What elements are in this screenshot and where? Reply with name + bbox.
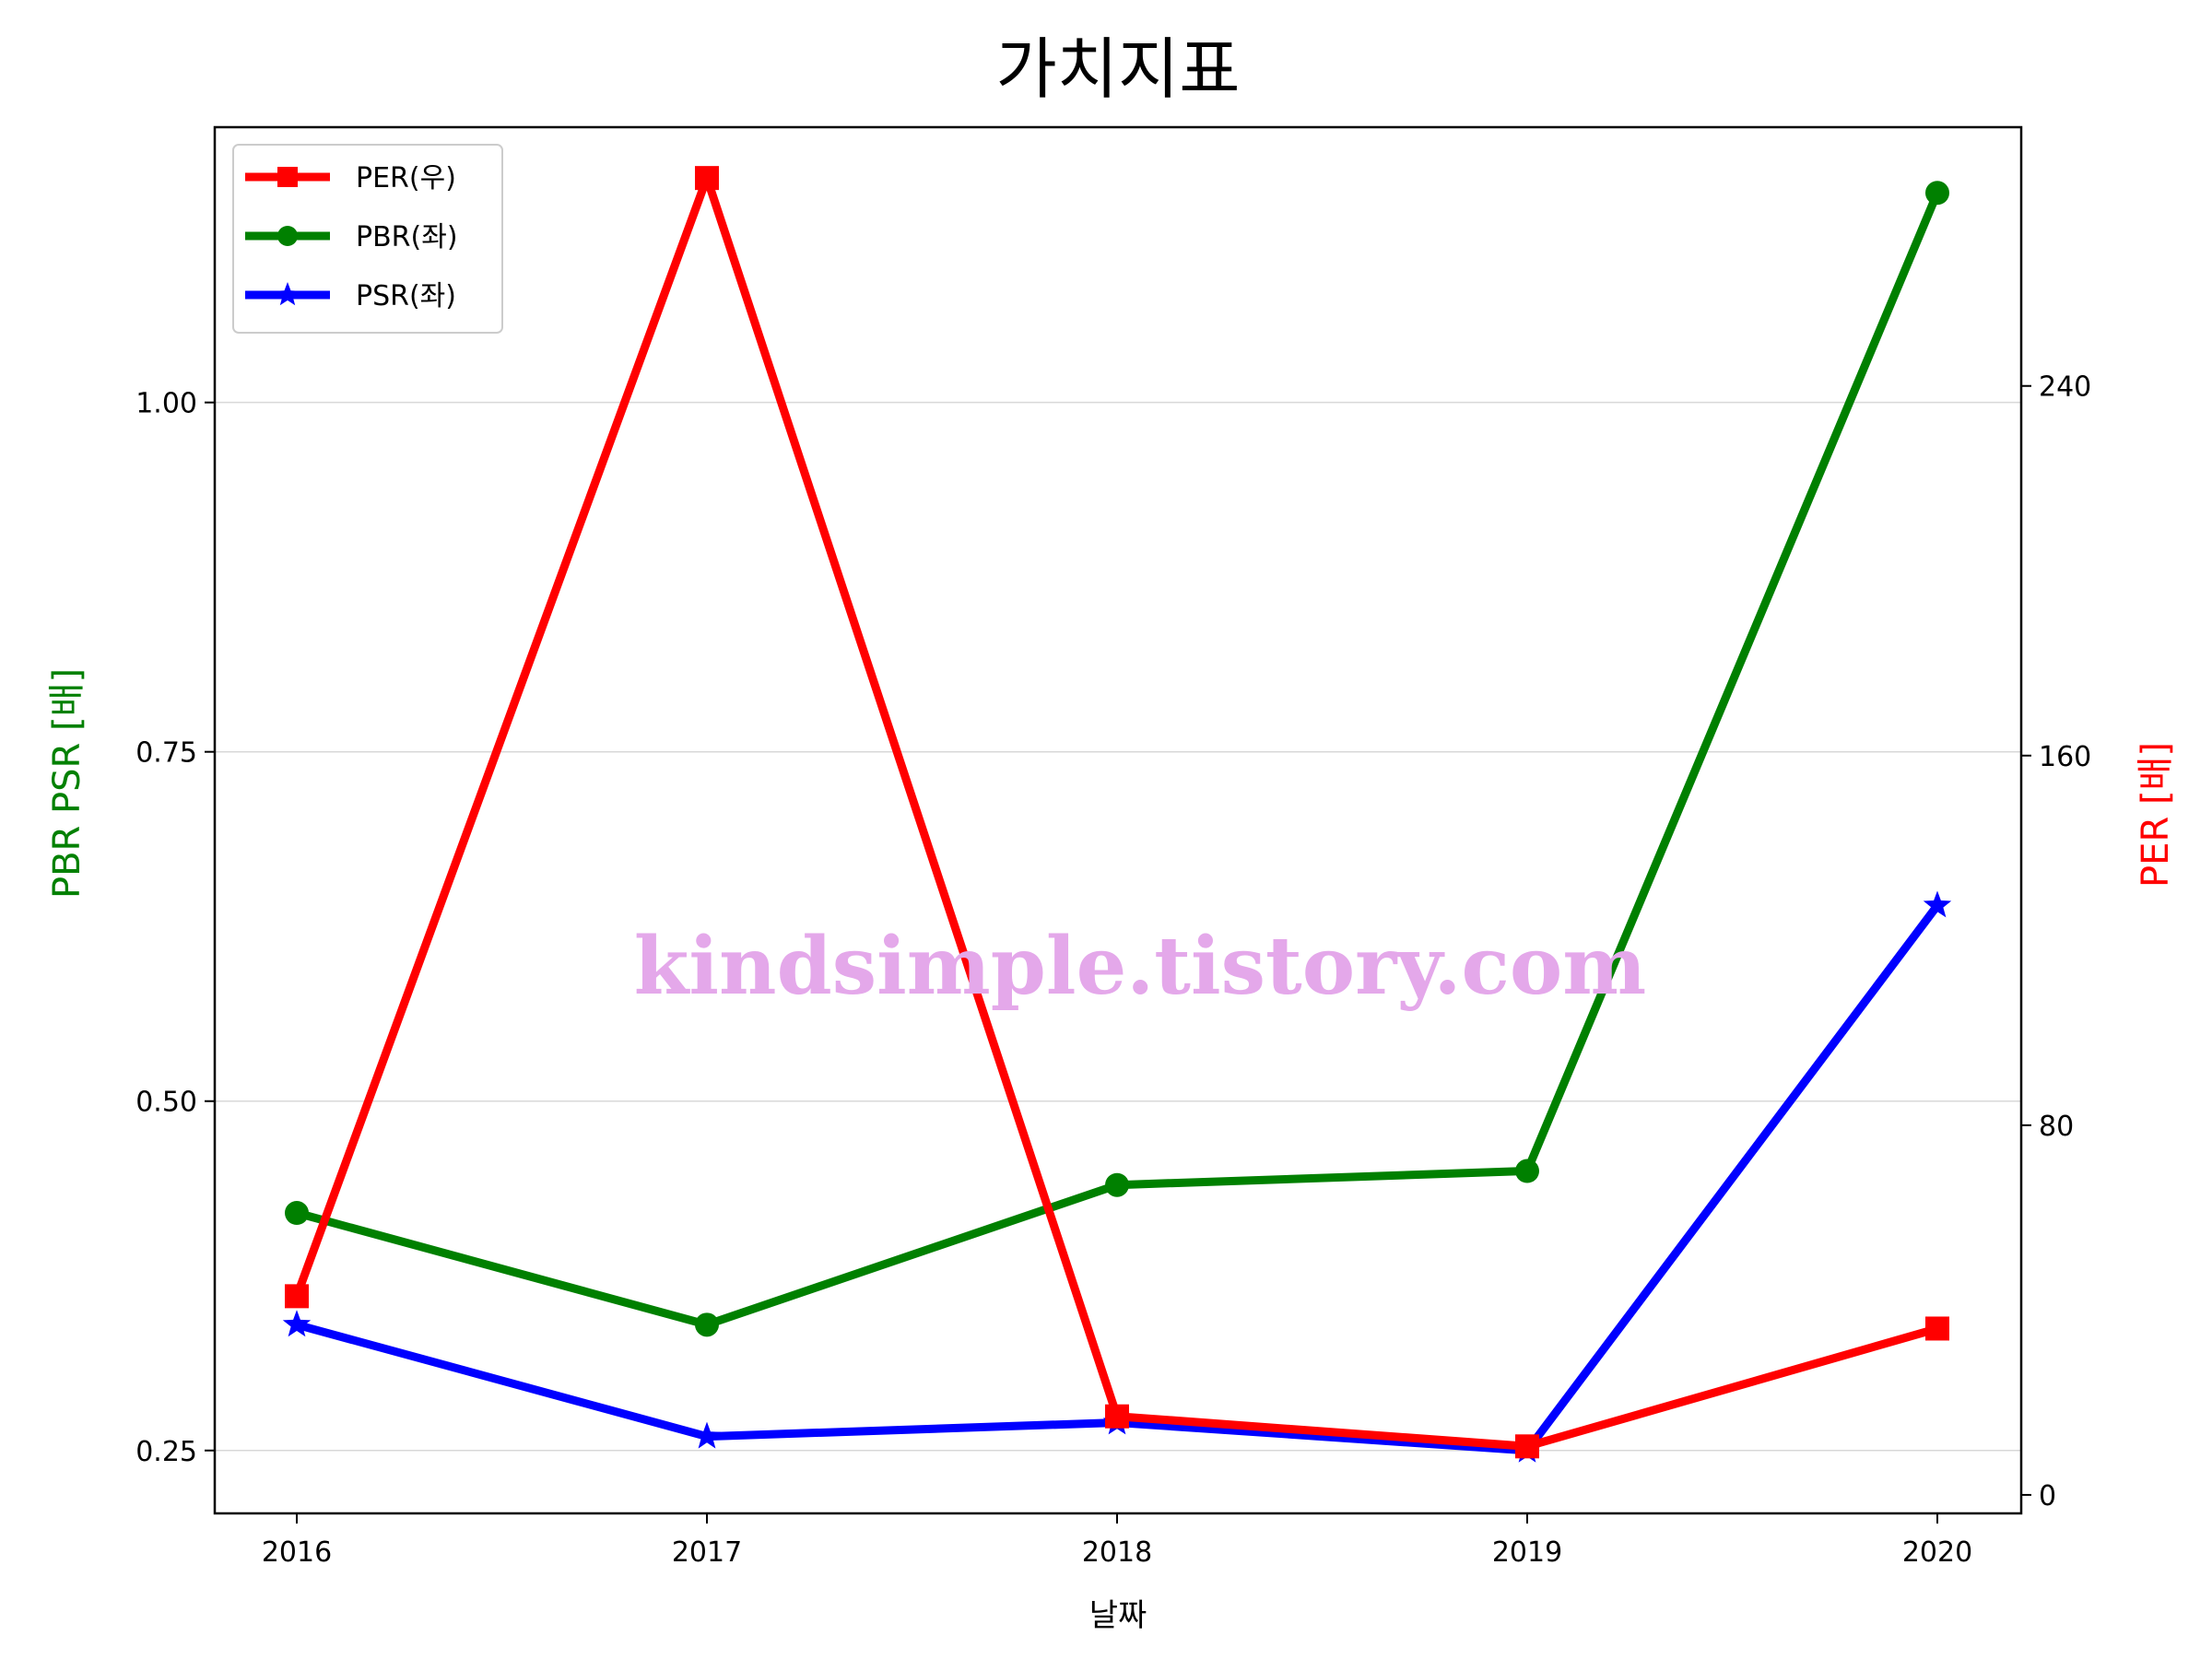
data-point-pbr [1105, 1172, 1129, 1197]
x-axis-label: 날짜 [1089, 1597, 1147, 1634]
y-axis-left: 0.25 0.50 0.75 1.00 [135, 388, 215, 1468]
series-layer [282, 166, 1952, 1463]
series-line-per [292, 173, 1939, 1451]
y-right-tick-label: 240 [2039, 371, 2091, 404]
series-per [285, 166, 1949, 1459]
legend-label-psr: PSR(좌) [356, 280, 456, 312]
y-left-tick-label: 0.75 [135, 737, 197, 770]
y-left-tick-label: 0.50 [135, 1087, 197, 1119]
y-axis-left-label: PBR PSR [배] [46, 668, 88, 899]
y-right-tick-label: 0 [2039, 1480, 2056, 1512]
x-tick-label: 2019 [1492, 1536, 1562, 1569]
data-point-pbr [1515, 1159, 1539, 1183]
legend-item-pbr: PBR(좌) [245, 221, 458, 253]
x-tick-label: 2018 [1082, 1536, 1152, 1569]
legend: PER(우) PBR(좌) PSR(좌) [232, 144, 503, 334]
y-axis-right-label: PER [배] [2135, 742, 2177, 888]
data-point-per [1105, 1404, 1129, 1429]
legend-marker-psr [275, 282, 300, 306]
legend-label-pbr: PBR(좌) [356, 221, 458, 253]
data-point-psr [282, 1310, 312, 1337]
data-point-psr [1923, 890, 1952, 918]
x-axis: 2016 2017 2018 2019 2020 [262, 1513, 1972, 1569]
chart-title: 가치지표 [996, 30, 1241, 108]
series-pbr [285, 181, 1949, 1337]
x-tick-label: 2016 [262, 1536, 332, 1569]
data-point-pbr [695, 1312, 719, 1337]
legend-item-psr: PSR(좌) [245, 280, 456, 312]
y-left-tick-label: 1.00 [135, 388, 197, 420]
watermark-text: kindsimple.tistory.com [634, 920, 1646, 1013]
gridlines [215, 401, 2021, 1452]
data-point-pbr [285, 1201, 309, 1226]
y-right-tick-label: 160 [2039, 741, 2091, 773]
data-point-psr [692, 1421, 722, 1449]
legend-label-per: PER(우) [356, 162, 456, 194]
data-point-per [1925, 1316, 1949, 1341]
x-tick-label: 2020 [1902, 1536, 1972, 1569]
data-point-pbr [1925, 181, 1949, 206]
y-right-tick-label: 80 [2039, 1111, 2074, 1143]
data-point-per [695, 166, 719, 191]
y-axis-right: 0 80 160 240 [2021, 371, 2091, 1512]
legend-box [232, 144, 503, 334]
plot-frame [213, 125, 2023, 1515]
legend-marker-per [277, 167, 298, 187]
data-point-per [285, 1284, 309, 1309]
legend-marker-pbr [277, 226, 298, 246]
y-left-tick-label: 0.25 [135, 1436, 197, 1468]
series-line-pbr [295, 191, 1942, 1329]
data-point-per [1515, 1434, 1539, 1459]
x-tick-label: 2017 [672, 1536, 742, 1569]
legend-item-per: PER(우) [245, 162, 456, 194]
